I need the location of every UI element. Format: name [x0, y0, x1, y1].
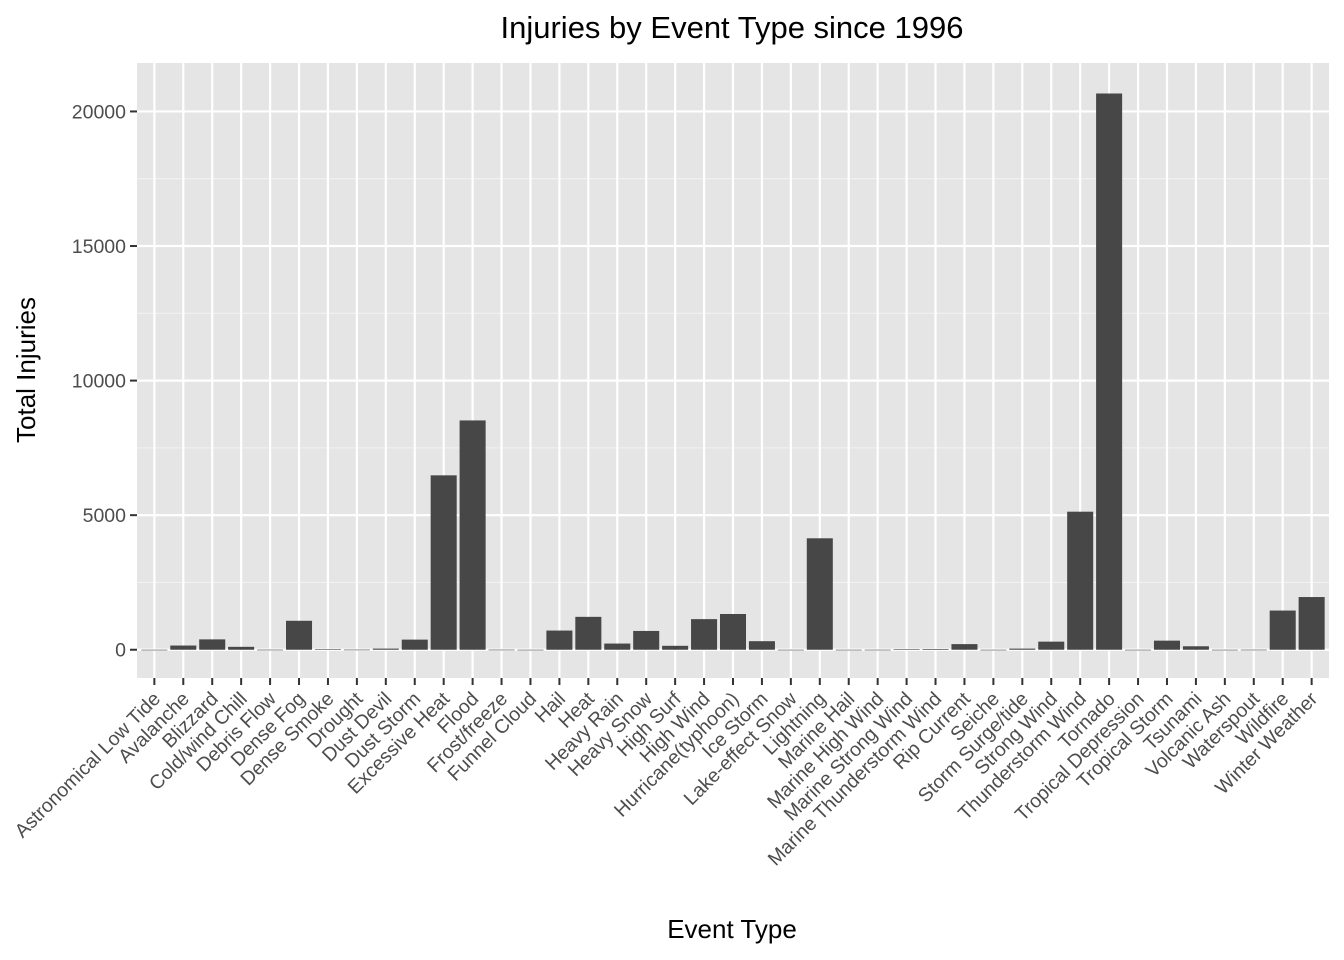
bar — [662, 645, 689, 650]
bar — [372, 648, 399, 650]
bar — [286, 620, 313, 650]
x-tick-label: Astronomical Low Tide — [11, 688, 165, 842]
bar — [980, 649, 1007, 651]
bar — [199, 639, 226, 650]
bar — [546, 630, 573, 650]
bar — [401, 639, 428, 650]
bar — [1038, 641, 1065, 650]
bar — [575, 616, 602, 650]
y-tick-label: 5000 — [83, 505, 127, 527]
bar — [864, 649, 891, 651]
bar — [1009, 648, 1036, 650]
x-axis: Astronomical Low TideAvalancheBlizzardCo… — [11, 678, 1323, 870]
y-tick-label: 20000 — [72, 101, 126, 123]
bar — [1298, 597, 1325, 650]
bar — [459, 420, 486, 650]
bar — [922, 649, 949, 650]
bar — [141, 649, 168, 651]
bar — [1269, 610, 1296, 650]
bar — [343, 649, 370, 651]
bar — [777, 649, 804, 651]
bar — [893, 649, 920, 650]
bar — [806, 538, 833, 650]
bar — [633, 630, 660, 650]
bar — [488, 649, 515, 651]
bar — [748, 641, 775, 650]
bar — [170, 645, 197, 650]
bar — [1182, 646, 1209, 650]
bar — [604, 643, 631, 650]
bar — [517, 649, 544, 651]
bar — [314, 649, 341, 650]
bar — [1153, 640, 1180, 650]
bar — [691, 619, 718, 650]
bar — [257, 649, 284, 651]
y-axis-title: Total Injuries — [11, 297, 41, 443]
bar — [719, 613, 747, 650]
chart-title: Injuries by Event Type since 1996 — [501, 10, 964, 45]
y-tick-label: 10000 — [72, 371, 126, 393]
bar — [835, 649, 862, 651]
bar — [1211, 649, 1238, 651]
bar — [228, 646, 255, 650]
bar — [1096, 93, 1123, 650]
x-axis-title: Event Type — [667, 914, 797, 944]
y-axis: 0 5000 10000 15000 20000 — [72, 101, 137, 662]
bar — [1125, 649, 1152, 651]
bar — [1067, 511, 1094, 650]
bar — [430, 475, 457, 650]
y-tick-label: 0 — [115, 640, 126, 662]
y-tick-label: 15000 — [72, 236, 126, 258]
bar — [951, 644, 978, 650]
bar — [1240, 649, 1267, 651]
bars — [141, 93, 1325, 651]
